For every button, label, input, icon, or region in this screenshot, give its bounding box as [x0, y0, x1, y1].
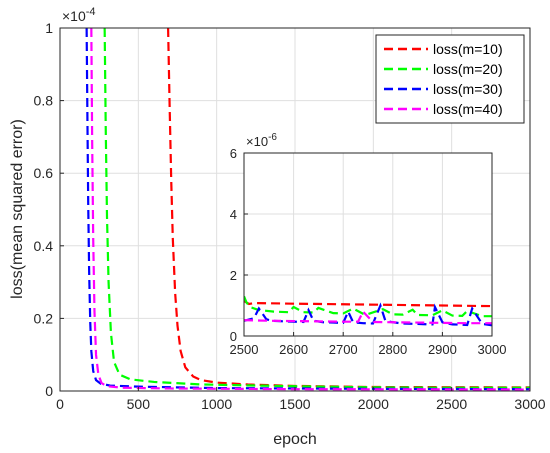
main-y-tick-label: 0.6: [34, 165, 54, 181]
inset-series-line-loss-m-20: [244, 295, 492, 318]
main-x-tick-label: 0: [56, 396, 64, 412]
inset-x-tick-label: 2500: [230, 342, 259, 357]
inset-x-tick-label: 2800: [378, 342, 407, 357]
inset-series-line-loss-m-10: [244, 299, 492, 308]
main-x-tick-label: 3000: [514, 396, 545, 412]
main-series-line-loss-m-40: [90, 28, 530, 391]
inset-series-line-loss-m-40: [244, 309, 492, 325]
inset-ticks: 2500 2600 2700 2800 2900 3000 0 2 4 6: [230, 146, 507, 357]
legend-label-loss-m-20: loss(m=20): [433, 61, 503, 77]
legend-label-loss-m-40: loss(m=40): [433, 101, 503, 117]
main-series-line-loss-m-20: [103, 28, 530, 389]
legend-label-loss-m-10: loss(m=10): [433, 41, 503, 57]
main-y-tick-label: 0.2: [34, 310, 54, 326]
main-y-tick-label: 0.4: [34, 238, 54, 254]
inset-x-tick-label: 2900: [428, 342, 457, 357]
main-series-line-loss-m-30: [85, 28, 530, 391]
main-x-tick-label: 500: [127, 396, 151, 412]
inset-y-tick-label: 0: [230, 329, 237, 344]
y-axis-label: loss(mean squared error): [9, 119, 26, 299]
main-series-lines: [85, 28, 530, 391]
main-y-exponent-label: ×10-4: [62, 6, 96, 24]
main-y-tick-label: 0.8: [34, 93, 54, 109]
main-x-tick-label: 1500: [279, 396, 310, 412]
main-x-tick-label: 2500: [436, 396, 467, 412]
inset-y-tick-label: 6: [230, 146, 237, 161]
inset-x-tick-label: 2700: [329, 342, 358, 357]
inset-y-tick-label: 2: [230, 268, 237, 283]
main-x-tick-label: 1000: [201, 396, 232, 412]
main-y-tick-label: 1: [45, 20, 53, 36]
inset-series-lines: [244, 295, 492, 327]
inset-y-tick-label: 4: [230, 207, 237, 222]
x-axis-label: epoch: [273, 431, 317, 448]
inset-x-tick-label: 2600: [279, 342, 308, 357]
inset-plot-area: [244, 153, 492, 336]
legend: loss(m=10) loss(m=20) loss(m=30) loss(m=40): [375, 34, 525, 124]
inset-grid: [244, 153, 492, 336]
inset-plot-frame: [243, 152, 493, 337]
main-y-tick-label: 0: [45, 383, 53, 399]
main-x-tick-label: 2000: [358, 396, 389, 412]
main-ticks: 0 500 1000 1500 2000 2500 3000 0 0.2 0.4 0.6 0.8 1: [34, 20, 546, 412]
main-y-exponent: ×10-4: [62, 6, 96, 24]
inset-x-tick-label: 3000: [478, 342, 507, 357]
legend-label-loss-m-30: loss(m=30): [433, 81, 503, 97]
